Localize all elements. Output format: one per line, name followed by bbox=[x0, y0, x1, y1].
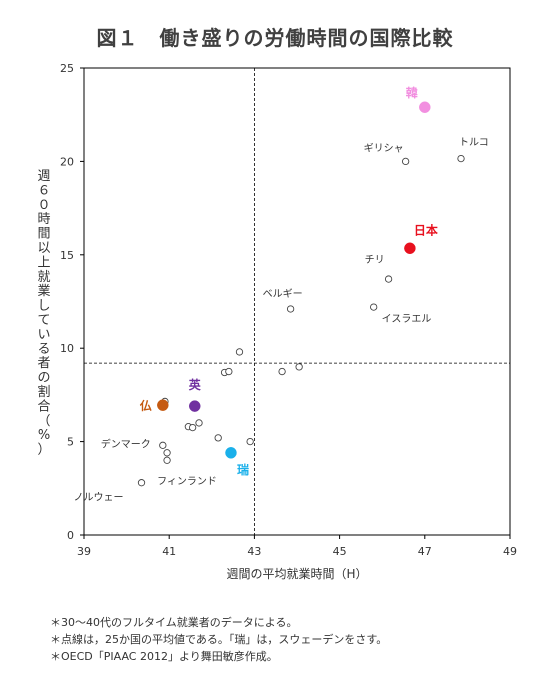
x-tick-label: 41 bbox=[162, 545, 176, 558]
scatter-point bbox=[278, 367, 286, 376]
scatter-point bbox=[295, 363, 303, 371]
y-axis-label: 週６０時間以上就業している者の割合（%） bbox=[37, 169, 50, 458]
scatter-point bbox=[384, 275, 393, 283]
x-tick-label: 49 bbox=[503, 545, 517, 558]
highlight-point bbox=[404, 242, 416, 255]
footnote-3: ＊OECD「PIAAC 2012」より舞田敏彦作成。 bbox=[50, 650, 278, 663]
highlight-point bbox=[419, 101, 431, 113]
x-tick-label: 47 bbox=[418, 545, 432, 558]
scatter-point bbox=[159, 441, 167, 449]
scatter-point bbox=[214, 434, 222, 442]
footnote-1: ＊30～40代のフルタイム就業者のデータによる。 bbox=[50, 616, 298, 629]
x-tick-label: 39 bbox=[77, 545, 91, 558]
point-label: ノルウェー bbox=[74, 492, 124, 504]
highlight-point bbox=[157, 399, 169, 411]
scatter-point bbox=[457, 154, 465, 163]
point-label: トルコ bbox=[459, 138, 489, 149]
y-tick-label: 10 bbox=[60, 342, 74, 355]
scatter-point bbox=[163, 449, 171, 457]
point-label: フィンランド bbox=[157, 475, 217, 487]
scatter-point bbox=[401, 157, 410, 166]
highlight-label: 韓 bbox=[406, 85, 418, 100]
footnote-2: ＊点線は，25か国の平均値である。「瑞」は，スウェーデンをさす。 bbox=[50, 633, 388, 646]
scatter-point bbox=[370, 303, 378, 311]
point-label: ギリシャ bbox=[364, 142, 404, 154]
footnotes: ＊30～40代のフルタイム就業者のデータによる。 ＊点線は，25か国の平均値であ… bbox=[50, 614, 387, 665]
x-tick-label: 45 bbox=[333, 545, 347, 558]
x-tick-label: 43 bbox=[247, 545, 261, 558]
scatter-point bbox=[188, 423, 197, 432]
highlight-label: 瑞 bbox=[237, 462, 249, 477]
point-label: デンマーク bbox=[101, 437, 151, 450]
scatter-point bbox=[163, 456, 171, 464]
highlight-label: 英 bbox=[189, 377, 202, 392]
scatter-point bbox=[195, 419, 203, 427]
scatter-point bbox=[137, 479, 146, 487]
scatter-point bbox=[286, 305, 295, 313]
y-tick-label: 0 bbox=[67, 529, 74, 542]
y-tick-label: 20 bbox=[60, 155, 74, 168]
y-tick-label: 15 bbox=[60, 249, 74, 262]
scatter-point bbox=[235, 348, 244, 356]
y-tick-label: 5 bbox=[67, 436, 74, 449]
plot-frame bbox=[83, 67, 511, 536]
highlight-point bbox=[225, 447, 237, 459]
highlight-label: 日本 bbox=[414, 222, 438, 237]
scatter-point bbox=[225, 367, 233, 376]
x-axis-label: 週間の平均就業時間（H） bbox=[226, 567, 367, 581]
scatter-point bbox=[246, 437, 254, 446]
chart-title: 図１ 働き盛りの労働時間の国際比較 bbox=[96, 26, 454, 50]
highlight-label: 仏 bbox=[140, 399, 152, 413]
highlight-point bbox=[189, 400, 201, 412]
point-label: チリ bbox=[365, 254, 385, 266]
y-tick-label: 25 bbox=[60, 62, 74, 75]
point-label: イスラエル bbox=[382, 313, 432, 325]
point-label: ベルギー bbox=[263, 288, 303, 300]
scatter-chart: 39 41 43 45 47 49 0 5 10 15 20 25 週間の平均就業時間（H） 週６０時間以… bbox=[37, 62, 517, 581]
